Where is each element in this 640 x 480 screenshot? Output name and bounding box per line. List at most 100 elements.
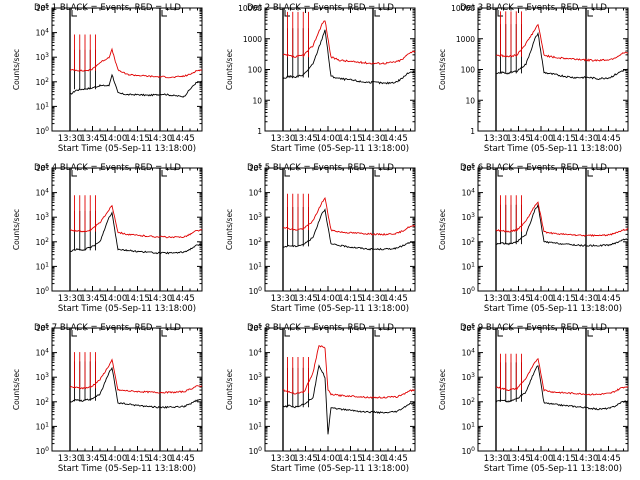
y-tick-label: 102 <box>36 397 50 407</box>
y-tick-label: 102 <box>36 77 50 87</box>
y-axis-label: Counts/sec <box>438 209 447 250</box>
y-axis-label: Counts/sec <box>12 369 21 410</box>
y-tick-label: 105 <box>462 323 476 333</box>
x-tick-label: 13:30 <box>271 134 296 144</box>
y-tick-label: 100 <box>461 66 476 75</box>
y-tick-label: 105 <box>36 3 50 13</box>
y-axis-label: Counts/sec <box>12 209 21 250</box>
chart-panel-det-8: Det 8 BLACK = Events, RED = LLD100101102… <box>225 323 416 474</box>
x-tick-label: 14:30 <box>574 454 599 464</box>
series-line-lld <box>69 204 203 239</box>
plot-frame <box>51 327 203 452</box>
x-tick-label: 14:45 <box>596 294 621 304</box>
x-axis-label: Start Time (05-Sep-11 13:18:00) <box>484 304 622 314</box>
y-tick-label: 100 <box>462 286 476 296</box>
series-line-events <box>282 364 416 435</box>
x-tick-label: 14:00 <box>529 134 554 144</box>
x-tick-label: 14:15 <box>551 454 576 464</box>
time-marker-flag <box>284 10 290 17</box>
x-tick-label: 14:15 <box>338 294 363 304</box>
x-axis-label: Start Time (05-Sep-11 13:18:00) <box>58 144 196 154</box>
series-line-lld <box>282 345 416 399</box>
chart-panel-det-1: Det 1 BLACK = Events, RED = LLD100101102… <box>12 3 203 154</box>
plot-frame <box>264 327 416 452</box>
x-tick-label: 14:00 <box>103 294 128 304</box>
x-tick-label: 14:15 <box>125 134 150 144</box>
y-tick-label: 102 <box>36 237 50 247</box>
chart-panel-det-4: Det 4 BLACK = Events, RED = LLD100101102… <box>12 163 203 314</box>
x-tick-label: 13:30 <box>271 454 296 464</box>
y-tick-label: 1000 <box>243 35 262 44</box>
plot-frame <box>477 327 629 452</box>
series-line-events <box>69 366 203 409</box>
y-tick-label: 10 <box>252 96 262 105</box>
x-axis-label: Start Time (05-Sep-11 13:18:00) <box>58 304 196 314</box>
x-tick-label: 14:15 <box>125 454 150 464</box>
x-axis-label: Start Time (05-Sep-11 13:18:00) <box>271 304 409 314</box>
x-tick-label: 13:45 <box>80 454 105 464</box>
x-tick-label: 14:15 <box>551 134 576 144</box>
series-line-events <box>495 203 629 247</box>
time-marker-flag <box>587 170 593 177</box>
x-tick-label: 14:45 <box>596 454 621 464</box>
series-line-lld <box>495 201 629 237</box>
y-tick-label: 103 <box>462 372 476 382</box>
x-tick-label: 14:45 <box>170 454 195 464</box>
plot-frame <box>264 167 416 292</box>
y-tick-label: 100 <box>36 286 50 296</box>
time-marker-flag <box>161 10 167 17</box>
chart-panel-det-7: Det 7 BLACK = Events, RED = LLD100101102… <box>12 323 203 474</box>
x-tick-label: 14:45 <box>383 134 408 144</box>
y-tick-label: 10 <box>465 96 475 105</box>
y-axis-label: Counts/sec <box>225 209 234 250</box>
x-tick-label: 13:30 <box>484 134 509 144</box>
x-tick-label: 14:00 <box>316 294 341 304</box>
series-line-lld <box>69 47 203 79</box>
y-tick-label: 103 <box>36 372 50 382</box>
x-tick-label: 13:45 <box>506 294 531 304</box>
x-tick-label: 14:30 <box>361 134 386 144</box>
chart-panel-det-6: Det 6 BLACK = Events, RED = LLD100101102… <box>438 163 629 314</box>
y-tick-label: 102 <box>462 397 476 407</box>
x-tick-label: 14:00 <box>529 454 554 464</box>
y-tick-label: 101 <box>36 421 50 431</box>
y-axis-label: Counts/sec <box>438 369 447 410</box>
series-line-lld <box>282 20 416 65</box>
x-axis-label: Start Time (05-Sep-11 13:18:00) <box>58 464 196 474</box>
x-tick-label: 14:15 <box>338 454 363 464</box>
x-tick-label: 14:30 <box>148 294 173 304</box>
y-tick-label: 103 <box>462 212 476 222</box>
time-marker-flag <box>71 330 77 337</box>
x-tick-label: 14:00 <box>316 454 341 464</box>
y-tick-label: 10000 <box>451 4 475 13</box>
y-tick-label: 104 <box>462 188 476 198</box>
y-tick-label: 10000 <box>238 4 262 13</box>
series-line-events <box>69 73 203 98</box>
y-tick-label: 105 <box>462 163 476 173</box>
x-tick-label: 14:30 <box>361 294 386 304</box>
x-tick-label: 14:15 <box>338 134 363 144</box>
y-tick-label: 103 <box>36 212 50 222</box>
y-tick-label: 104 <box>36 188 50 198</box>
x-tick-label: 13:45 <box>293 294 318 304</box>
x-tick-label: 14:00 <box>103 454 128 464</box>
y-tick-label: 104 <box>249 188 263 198</box>
y-tick-label: 103 <box>249 212 263 222</box>
x-tick-label: 13:45 <box>80 134 105 144</box>
time-marker-flag <box>161 330 167 337</box>
y-tick-label: 104 <box>36 348 50 358</box>
x-tick-label: 13:30 <box>58 134 83 144</box>
x-tick-label: 14:45 <box>596 134 621 144</box>
x-tick-label: 13:45 <box>506 134 531 144</box>
time-marker-flag <box>497 170 503 177</box>
x-tick-label: 13:30 <box>58 294 83 304</box>
y-tick-label: 1 <box>470 127 475 136</box>
x-tick-label: 14:15 <box>551 294 576 304</box>
x-tick-label: 13:30 <box>484 454 509 464</box>
y-tick-label: 101 <box>36 101 50 111</box>
y-tick-label: 105 <box>36 323 50 333</box>
x-axis-label: Start Time (05-Sep-11 13:18:00) <box>271 144 409 154</box>
y-axis-label: Counts/sec <box>225 49 234 90</box>
x-tick-label: 13:30 <box>484 294 509 304</box>
